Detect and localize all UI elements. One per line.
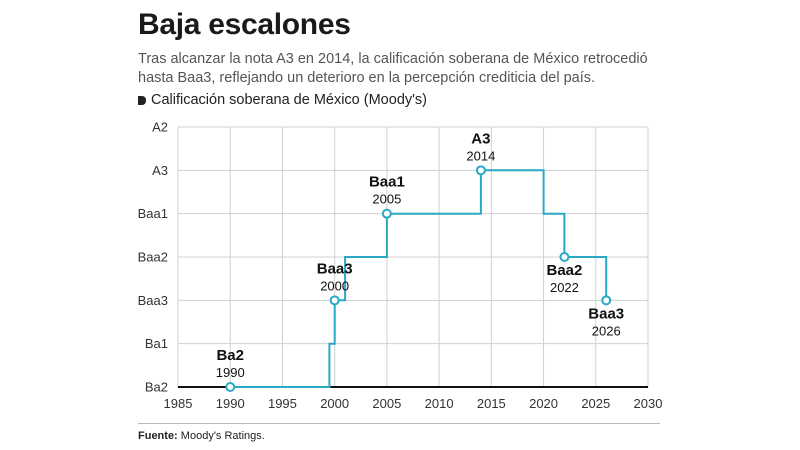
x-tick-label: 2005	[372, 396, 401, 411]
series-label: Calificación soberana de México (Moody's…	[138, 92, 427, 108]
x-tick-label: 2000	[320, 396, 349, 411]
rating-label: Ba2	[216, 347, 244, 364]
year-label: 2022	[550, 280, 579, 295]
series-label-text: Calificación soberana de México (Moody's…	[151, 92, 427, 108]
y-axis-ticks: Ba2 Ba1 Baa3 Baa2 Baa1 A3 A2	[138, 120, 168, 395]
x-axis-ticks: 1985 1990 1995 2000 2005 2010 2015 2020 2025 2030	[164, 396, 663, 411]
y-tick-label: Baa2	[138, 250, 168, 265]
y-tick-label: Baa3	[138, 293, 168, 308]
year-label: 1990	[216, 365, 245, 380]
rating-point-marker	[601, 295, 612, 306]
x-tick-label: 2020	[529, 396, 558, 411]
x-tick-label: 2015	[477, 396, 506, 411]
y-tick-label: Ba1	[145, 336, 168, 351]
rating-label: Baa2	[547, 262, 583, 279]
year-label: 2005	[372, 192, 401, 207]
x-tick-label: 2030	[634, 396, 663, 411]
rating-label: Baa1	[369, 174, 405, 191]
source-note: Fuente: Moody's Ratings.	[138, 430, 265, 442]
year-label: 2000	[320, 278, 349, 293]
y-tick-label: Ba2	[145, 380, 168, 395]
series-marker-icon	[138, 95, 146, 105]
source-label: Fuente:	[138, 430, 178, 442]
rating-point-marker	[559, 252, 570, 262]
rating-point-marker	[329, 295, 340, 306]
rating-label: Baa3	[317, 260, 353, 277]
y-tick-label: A3	[152, 163, 168, 178]
x-tick-label: 1995	[268, 396, 297, 411]
rating-point-marker	[475, 165, 486, 176]
source-text: Moody's Ratings.	[180, 430, 265, 442]
rating-label: Baa3	[588, 305, 624, 322]
x-tick-label: 2010	[425, 396, 454, 411]
rating-label: A3	[471, 130, 490, 147]
y-tick-label: Baa1	[138, 206, 168, 221]
footer-divider	[138, 423, 660, 424]
chart-title: Baja escalones	[138, 8, 351, 41]
annotation-layer: Ba21990Baa32000Baa12005A32014Baa22022Baa…	[216, 130, 624, 392]
year-label: 2014	[466, 148, 495, 163]
x-tick-label: 2025	[581, 396, 610, 411]
rating-point-marker	[381, 208, 392, 219]
rating-point-marker	[225, 382, 236, 392]
y-tick-label: A2	[152, 120, 168, 135]
x-tick-label: 1985	[164, 396, 193, 411]
x-tick-label: 1990	[216, 396, 245, 411]
chart-subtitle: Tras alcanzar la nota A3 en 2014, la cal…	[138, 51, 648, 86]
year-label: 2026	[592, 323, 621, 338]
